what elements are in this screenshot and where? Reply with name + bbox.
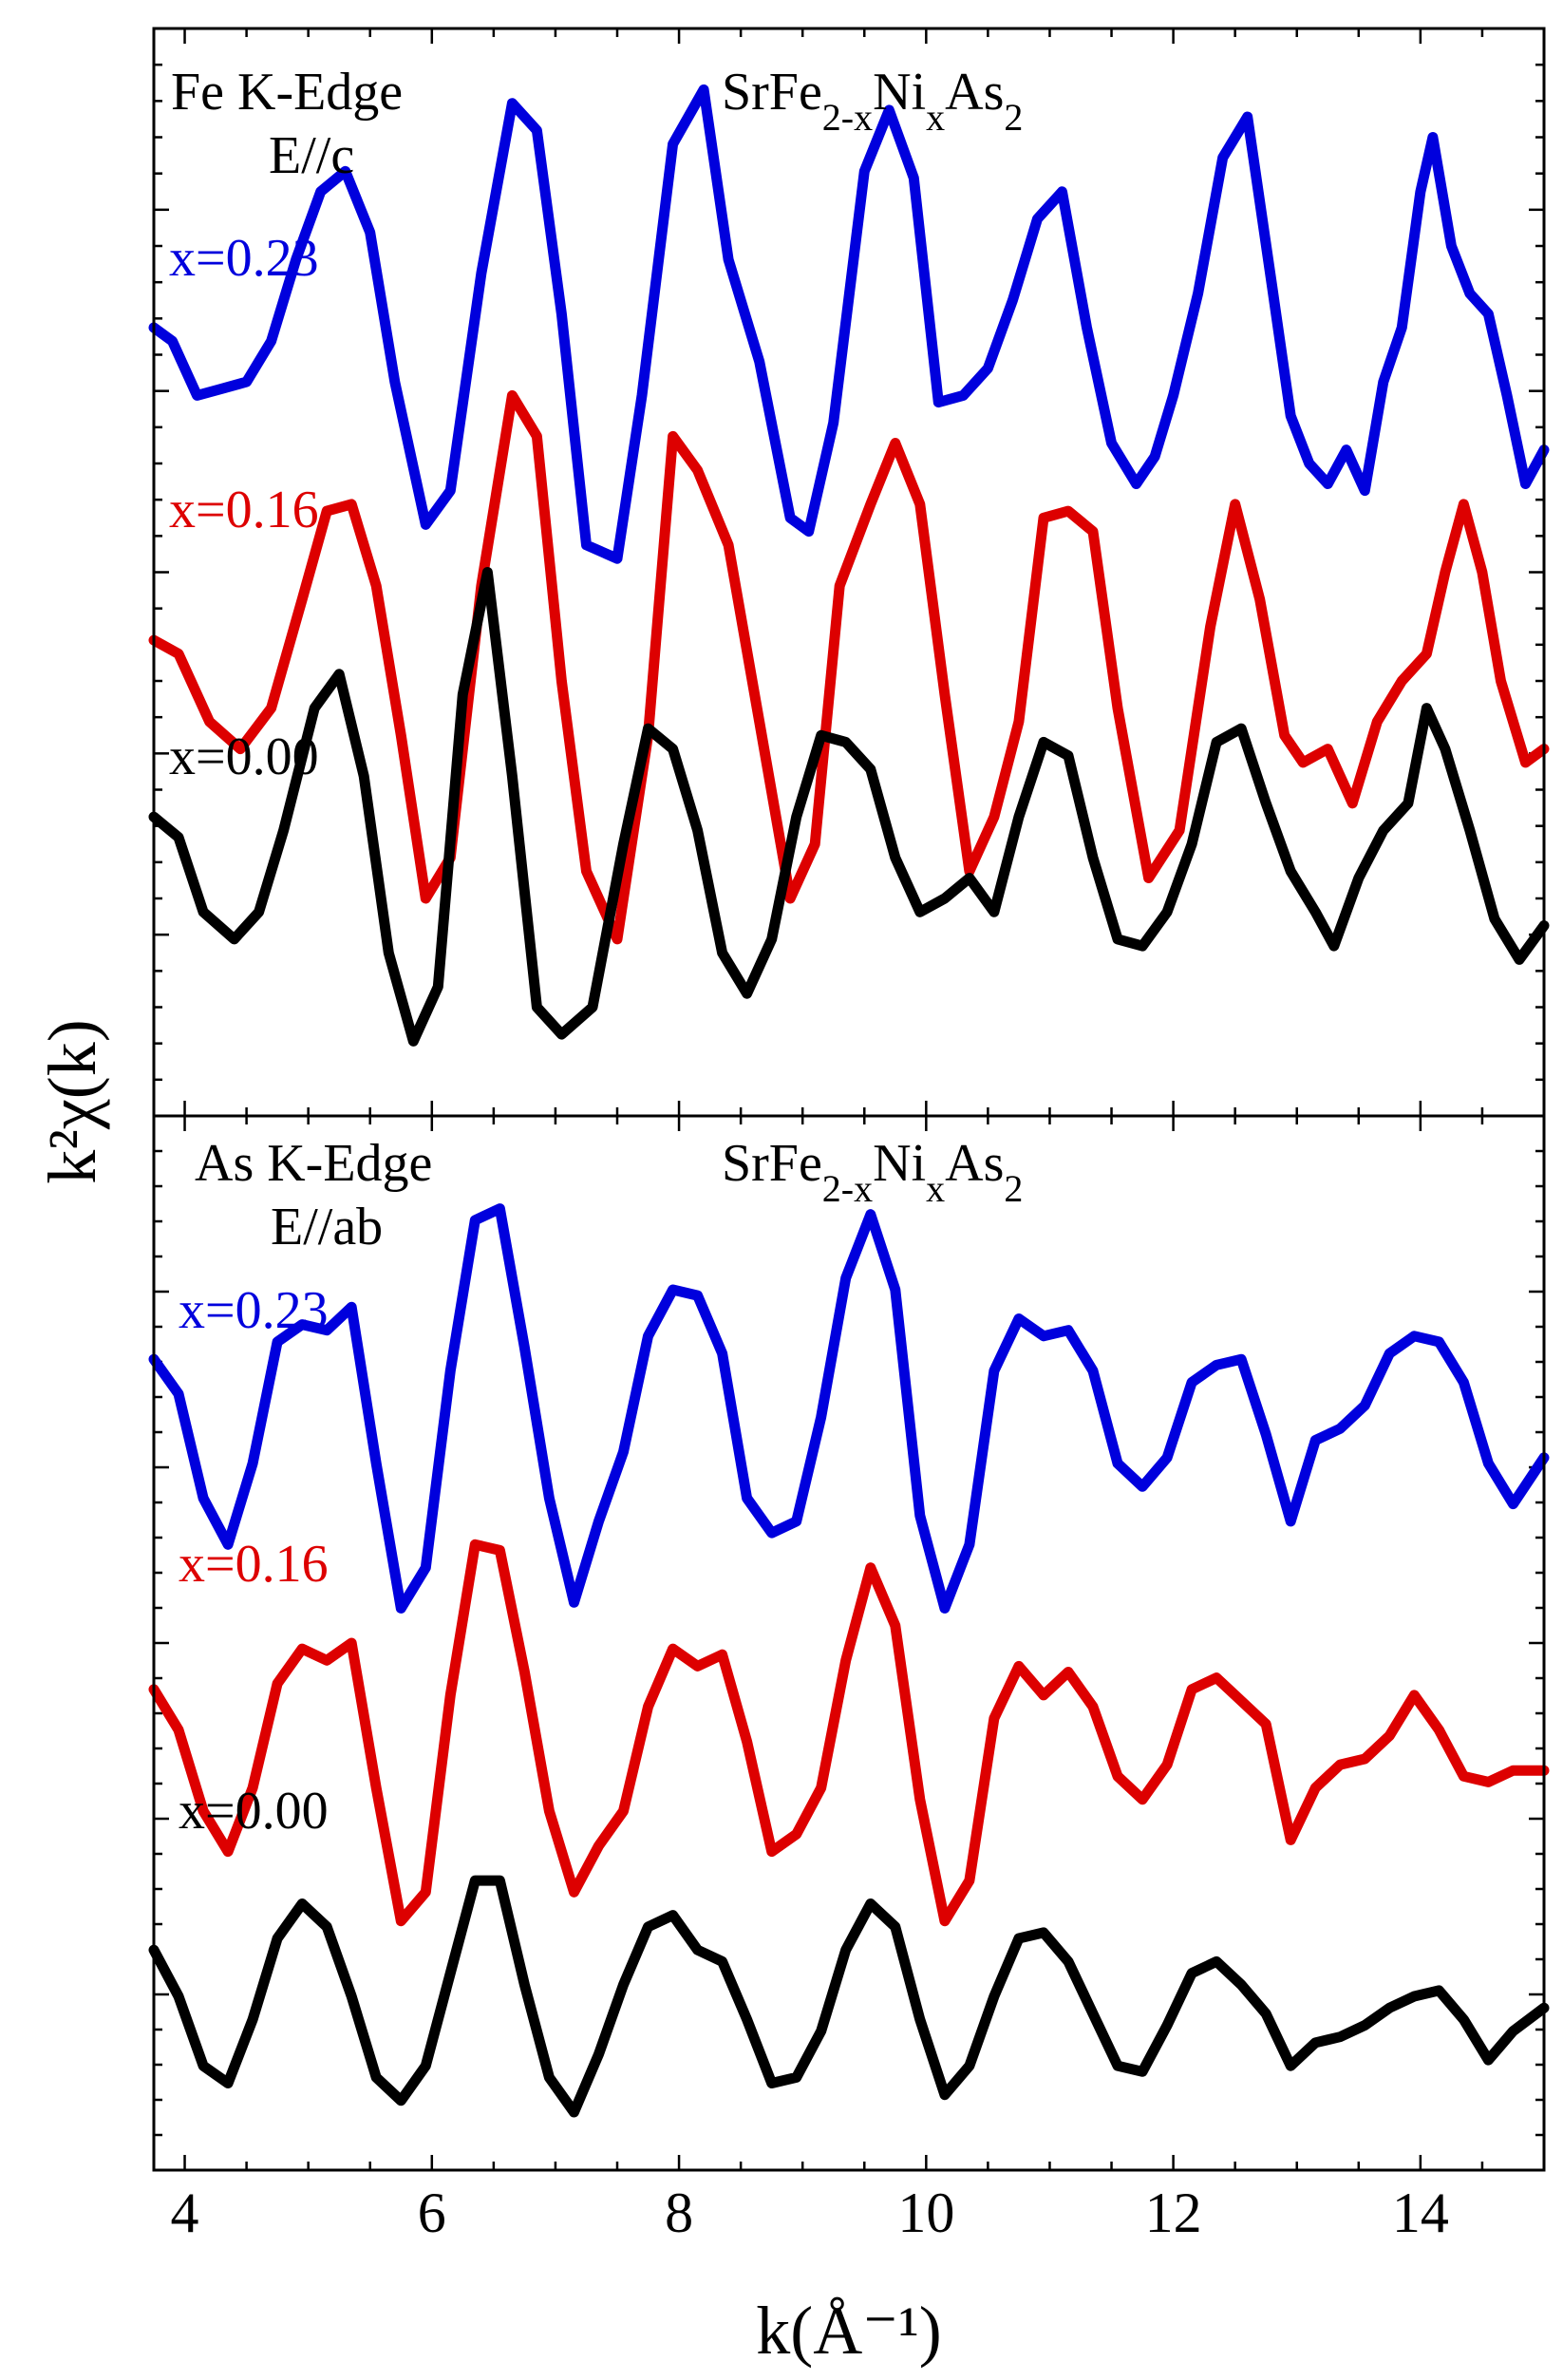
panel-fe-edge-label: Fe K-Edge <box>171 63 403 122</box>
series-line-fe-x016 <box>148 389 1550 945</box>
panel-as-k-edge: As K-Edge E//ab SrFe2-xNixAs2 x=0.23 x=0… <box>148 1114 1550 2172</box>
series-line-as-x016 <box>148 1539 1550 1927</box>
panel-fe-k-edge: Fe K-Edge E//c SrFe2-xNixAs2 x=0.23 x=0.… <box>148 27 1550 1118</box>
panel-as-frame <box>152 1114 1546 2172</box>
panel-fe-curves <box>148 84 1550 1047</box>
panel-as-curves <box>148 1203 1550 2118</box>
series-line-fe-x023 <box>148 84 1550 564</box>
x-axis-label: k(Å⁻¹) <box>756 2293 942 2369</box>
panel-as-compound-label: SrFe2-xNixAs2 <box>722 1134 1023 1210</box>
y-axis-label: k²χ(k) <box>34 1019 110 1184</box>
series-line-as-x023 <box>148 1203 1550 1614</box>
series-line-fe-x000 <box>148 567 1550 1047</box>
panel-fe-series-label-x023: x=0.23 <box>169 229 319 288</box>
panel-as-edge-label: As K-Edge <box>195 1134 432 1193</box>
x-tick-label: 4 <box>171 2182 199 2244</box>
x-tick-label: 6 <box>418 2182 446 2244</box>
panel-as-series-label-x023: x=0.23 <box>179 1281 329 1340</box>
panel-fe-polarization-label: E//c <box>269 126 354 185</box>
panel-as-series-label-x016: x=0.16 <box>179 1535 329 1594</box>
panel-fe-series-label-x016: x=0.16 <box>169 481 319 539</box>
series-line-as-x000 <box>148 1875 1550 2118</box>
panel-as-series-label-x000: x=0.00 <box>179 1782 329 1841</box>
panel-fe-series-label-x000: x=0.00 <box>169 727 319 786</box>
panel-fe-compound-label: SrFe2-xNixAs2 <box>722 63 1023 139</box>
x-tick-label: 8 <box>665 2182 693 2244</box>
x-tick-labels: 4 6 8 10 12 14 <box>171 2182 1449 2244</box>
x-tick-label: 10 <box>897 2182 954 2244</box>
x-tick-label: 14 <box>1392 2182 1449 2244</box>
panel-as-polarization-label: E//ab <box>271 1198 383 1256</box>
x-tick-label: 12 <box>1145 2182 1202 2244</box>
